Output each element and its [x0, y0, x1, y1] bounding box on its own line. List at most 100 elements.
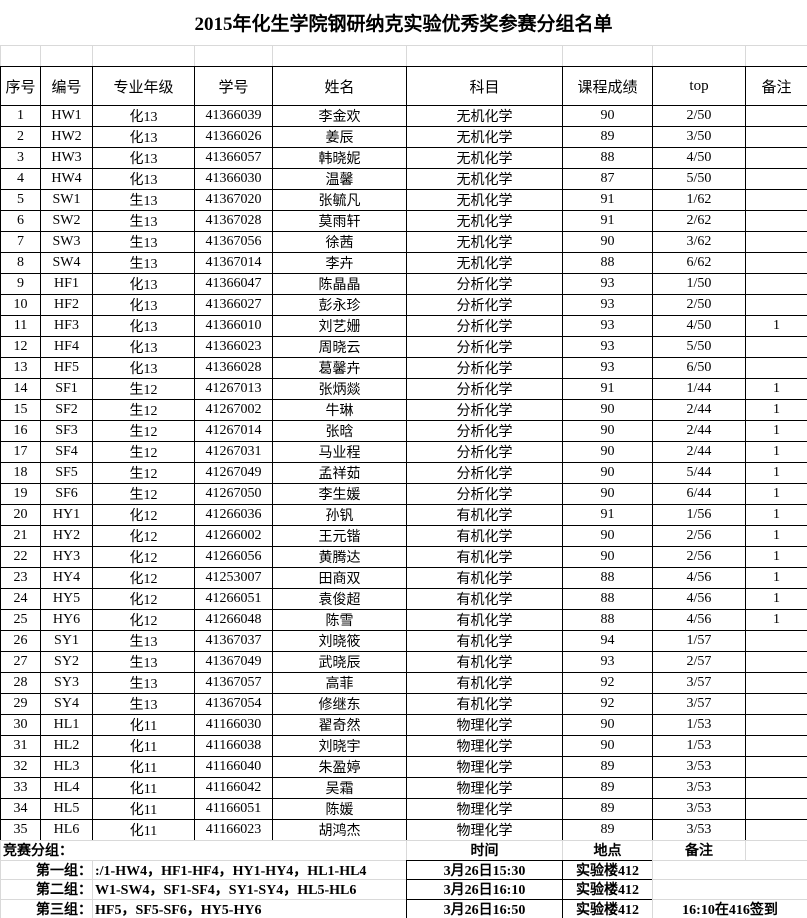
table-cell: 孟祥茹 [272, 462, 407, 484]
table-cell: 分析化学 [406, 378, 563, 400]
table-cell: 41367020 [194, 189, 273, 211]
empty-cell [745, 168, 807, 190]
table-cell: 李生媛 [272, 483, 407, 505]
empty-cell [745, 357, 807, 379]
header-cell: 序号 [0, 66, 41, 106]
table-cell: 徐茜 [272, 231, 407, 253]
table-cell: 3/53 [652, 756, 746, 778]
table-cell: 41366023 [194, 336, 273, 358]
table-cell: 生13 [92, 210, 195, 232]
table-cell: 24 [0, 588, 41, 610]
table-cell: 化13 [92, 168, 195, 190]
table-cell: 28 [0, 672, 41, 694]
table-cell: SF5 [40, 462, 93, 484]
table-cell: 41266048 [194, 609, 273, 631]
table-cell: SY4 [40, 693, 93, 715]
table-cell: 生13 [92, 630, 195, 652]
table-cell: 2/62 [652, 210, 746, 232]
table-cell: 1/62 [652, 189, 746, 211]
table-cell: SY2 [40, 651, 93, 673]
table-cell: 2/44 [652, 399, 746, 421]
table-cell: 生13 [92, 252, 195, 274]
table-cell: 生12 [92, 462, 195, 484]
table-cell: 93 [562, 357, 653, 379]
table-cell: 1 [745, 399, 807, 421]
header-cell: 学号 [194, 66, 273, 106]
table-cell: 无机化学 [406, 252, 563, 274]
table-cell: 物理化学 [406, 735, 563, 757]
table-cell: 葛馨卉 [272, 357, 407, 379]
empty-cell [745, 777, 807, 799]
table-cell: 有机化学 [406, 630, 563, 652]
table-cell: 90 [562, 525, 653, 547]
table-cell: 3/53 [652, 819, 746, 841]
table-cell: 刘艺姗 [272, 315, 407, 337]
table-cell: 生13 [92, 231, 195, 253]
table-cell: 90 [562, 483, 653, 505]
table-cell: HY3 [40, 546, 93, 568]
table-cell: 34 [0, 798, 41, 820]
table-cell: 陈雪 [272, 609, 407, 631]
table-cell: 41267049 [194, 462, 273, 484]
table-cell: 有机化学 [406, 546, 563, 568]
table-cell: 4/56 [652, 609, 746, 631]
table-cell: SF3 [40, 420, 93, 442]
table-cell: 分析化学 [406, 315, 563, 337]
table-cell: 李卉 [272, 252, 407, 274]
table-cell: 生13 [92, 693, 195, 715]
table-cell: HY2 [40, 525, 93, 547]
table-cell: 1 [745, 483, 807, 505]
table-cell: 21 [0, 525, 41, 547]
empty-cell [745, 189, 807, 211]
table-cell: 1 [745, 420, 807, 442]
table-cell: HF2 [40, 294, 93, 316]
table-cell: 2/56 [652, 525, 746, 547]
table-cell: 27 [0, 651, 41, 673]
table-cell: 化13 [92, 336, 195, 358]
table-cell: 生13 [92, 672, 195, 694]
table-cell: 5/44 [652, 462, 746, 484]
table-cell: SW4 [40, 252, 93, 274]
table-cell: SY3 [40, 672, 93, 694]
table-cell: 87 [562, 168, 653, 190]
table-cell: 26 [0, 630, 41, 652]
empty-cell [745, 714, 807, 736]
table-cell: 1 [745, 567, 807, 589]
empty-cell [745, 231, 807, 253]
table-cell: 41267002 [194, 399, 273, 421]
group-name: 第二组： [0, 879, 93, 900]
table-cell: 化11 [92, 777, 195, 799]
table-cell: 3/53 [652, 798, 746, 820]
table-cell: 3/57 [652, 672, 746, 694]
empty-cell [745, 147, 807, 169]
empty-cell [40, 45, 93, 67]
table-cell: 6/50 [652, 357, 746, 379]
table-cell: 41266056 [194, 546, 273, 568]
table-cell: 90 [562, 420, 653, 442]
table-cell: 41267031 [194, 441, 273, 463]
table-cell: 1 [745, 504, 807, 526]
empty-cell [652, 879, 807, 900]
table-cell: 2/50 [652, 294, 746, 316]
table-cell: 温馨 [272, 168, 407, 190]
table-cell: 分析化学 [406, 294, 563, 316]
table-cell: 89 [562, 777, 653, 799]
table-cell: 90 [562, 735, 653, 757]
empty-cell [745, 798, 807, 820]
table-cell: 41267014 [194, 420, 273, 442]
table-cell: 翟奇然 [272, 714, 407, 736]
table-cell: 化11 [92, 756, 195, 778]
table-cell: SF6 [40, 483, 93, 505]
table-cell: HL5 [40, 798, 93, 820]
table-cell: 4 [0, 168, 41, 190]
table-cell: 1/50 [652, 273, 746, 295]
table-cell: 91 [562, 504, 653, 526]
table-cell: 41366027 [194, 294, 273, 316]
table-cell: 1/44 [652, 378, 746, 400]
table-cell: 3/50 [652, 126, 746, 148]
empty-cell [745, 651, 807, 673]
table-cell: 8 [0, 252, 41, 274]
table-cell: 16 [0, 420, 41, 442]
group-members: :/1-HW4，HF1-HF4，HY1-HY4，HL1-HL4 [92, 859, 407, 880]
